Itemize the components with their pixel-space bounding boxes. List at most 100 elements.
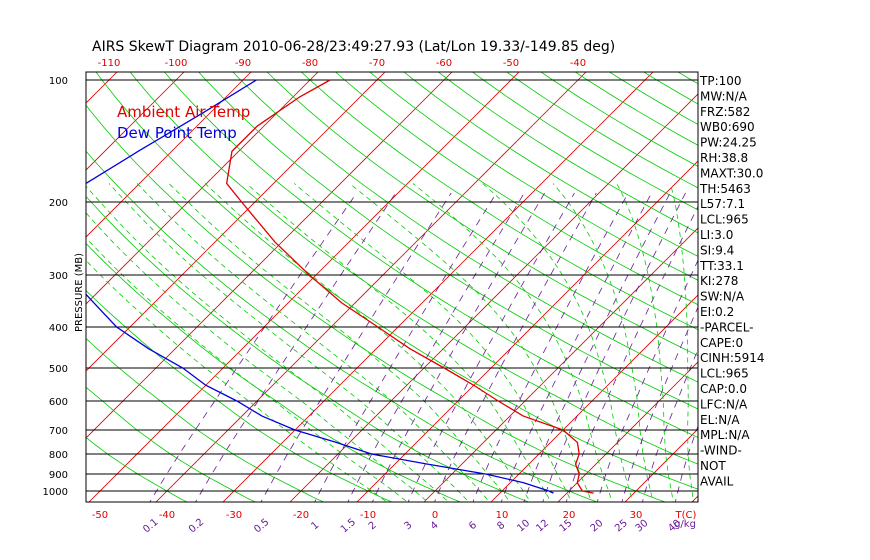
mixing-ratio-label: 1.5 [339,517,358,536]
pressure-tick-label: 100 [49,76,68,87]
sounding-index: L57:7.1 [700,197,745,211]
top-temp-tick-label: -50 [503,58,519,69]
chart-title: AIRS SkewT Diagram 2010-06-28/23:49:27.9… [92,39,615,55]
mixing-ratio-line [434,192,597,502]
dry-adiabat-line [86,437,188,502]
mixing-ratio-unit-label: g/kg [674,519,696,530]
mixing-ratio-label: 8 [495,520,507,533]
isotherm-line [86,72,185,171]
mixing-ratio-label: 20 [589,518,606,535]
moist-adiabat-line [246,183,552,502]
dry-adiabat-line [198,72,698,410]
top-temp-tick-label: -80 [302,58,318,69]
moist-adiabat-line [108,183,470,502]
dry-adiabat-line [86,150,599,502]
dry-adiabat-line [403,72,698,257]
moist-adiabat-line [669,183,695,502]
dry-adiabat-line [335,72,698,306]
series-line [86,79,554,494]
dry-adiabat-line [829,61,870,506]
pressure-tick-label: 800 [49,450,68,461]
mixing-ratio-label: 10 [515,518,532,535]
isotherm-line [155,72,587,502]
sounding-index: -PARCEL- [700,320,754,334]
dry-adiabat-line [129,72,698,465]
isotherm-grid [86,61,870,506]
isotherm-line [423,227,698,502]
dry-adiabat-line [795,61,870,506]
dry-adiabat-line [86,104,667,502]
sounding-index: TH:5463 [699,182,751,196]
legend: Ambient Air Temp Dew Point Temp [117,103,250,142]
dry-adiabat-line [369,72,698,281]
isotherm-line [289,93,698,502]
series-line [225,79,594,494]
top-temp-tick-label: -70 [369,58,385,69]
dry-adiabat-line [86,386,257,502]
y-axis-label: PRESSURE (MB) [74,253,85,332]
mixing-ratio-label: 12 [534,518,551,535]
sounding-index: MPL:N/A [700,428,750,442]
legend-entry: Ambient Air Temp [117,103,250,121]
sounding-index: CINH:5914 [700,351,765,365]
legend-entry: Dew Point Temp [117,124,237,142]
isobar-grid [86,79,698,492]
mixing-ratio-label: 3 [403,520,415,533]
mixing-ratio-line [621,306,698,502]
mixing-ratio-line [642,348,698,502]
mixing-ratio-label: 2 [367,520,379,533]
isotherm-line [86,72,118,104]
mixing-ratio-label: 4 [429,520,441,533]
moist-adiabat-grid [86,183,695,502]
moist-adiabat-line [86,212,429,502]
isotherm-line [557,361,698,502]
bottom-temp-tick-label: -50 [92,510,108,521]
moist-adiabat-line [136,183,491,502]
dry-adiabat-line [86,337,325,502]
sounding-index: LCL:965 [700,367,749,381]
sounding-index: CAP:0.0 [700,382,747,396]
mixing-ratio-line [500,192,652,502]
sounding-index: EL:N/A [700,413,740,427]
dry-adiabat-line [163,72,698,438]
mixing-ratio-grid [149,192,698,502]
mixing-ratio-line [149,192,357,502]
dry-adiabat-line [300,72,698,331]
bottom-temp-tick-label: -30 [226,510,242,521]
sounding-index: KI:278 [700,274,738,288]
mixing-ratio-label: 1 [309,520,321,533]
isotherm-line [356,160,698,502]
mixing-ratio-line [523,192,671,502]
sounding-index: TT:33.1 [699,259,744,273]
dry-adiabat-line [86,195,530,502]
mixing-ratio-label: 0.1 [141,517,160,536]
dry-adiabat-line [232,72,698,383]
moist-adiabat-line [86,185,450,502]
isotherm-line [86,72,386,372]
sounding-index: TP:100 [699,74,742,88]
pressure-tick-label: 300 [49,271,68,282]
sounding-index: AVAIL [700,474,734,488]
sounding-index: LFC:N/A [700,397,748,411]
bottom-temp-tick-label: -20 [293,510,309,521]
sounding-index: -WIND- [700,444,742,458]
top-temp-tick-label: -60 [436,58,452,69]
dry-adiabat-line [86,290,394,502]
moist-adiabat-line [616,183,674,502]
sounding-index: PW:24.25 [700,136,757,150]
dry-adiabat-line [266,72,698,357]
dry-adiabat-line [677,72,698,85]
sounding-series [86,79,594,494]
sounding-index: SI:9.4 [700,243,734,257]
pressure-tick-label: 900 [49,470,68,481]
dry-adiabat-grid [86,61,870,506]
isotherm-line [822,61,870,506]
moist-adiabat-line [349,183,593,502]
pressure-tick-label: 600 [49,397,68,408]
pressure-tick-label: 200 [49,198,68,209]
top-temp-tick-label: -40 [570,58,586,69]
isotherm-line [490,294,698,502]
pressure-tick-label: 400 [49,323,68,334]
dry-adiabat-line [761,61,870,506]
moist-adiabat-line [204,183,532,502]
